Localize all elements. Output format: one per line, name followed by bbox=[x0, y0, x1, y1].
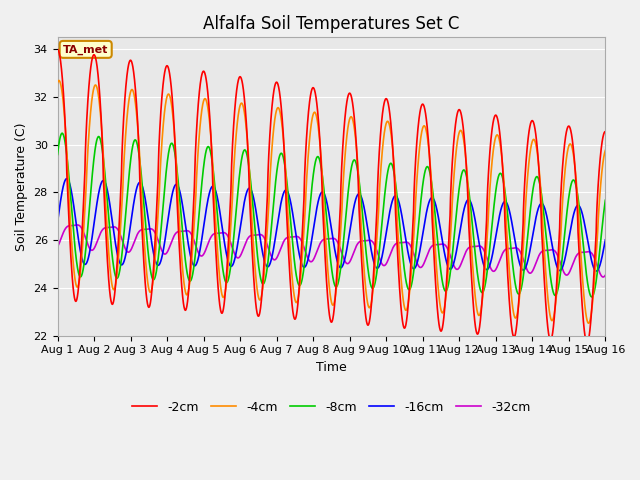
-32cm bbox=[207, 235, 214, 240]
-2cm bbox=[549, 325, 557, 331]
-4cm bbox=[55, 78, 63, 84]
-8cm bbox=[602, 197, 609, 203]
-8cm bbox=[395, 208, 403, 214]
-16cm bbox=[602, 238, 609, 244]
Y-axis label: Soil Temperature (C): Soil Temperature (C) bbox=[15, 122, 28, 251]
Line: -32cm: -32cm bbox=[58, 225, 605, 277]
-16cm bbox=[171, 182, 179, 188]
-2cm bbox=[602, 129, 609, 134]
-2cm bbox=[171, 138, 179, 144]
-32cm bbox=[171, 231, 179, 237]
-2cm bbox=[207, 126, 214, 132]
-8cm bbox=[171, 151, 179, 157]
-32cm bbox=[385, 255, 393, 261]
-8cm bbox=[54, 152, 61, 157]
-32cm bbox=[74, 222, 81, 228]
-8cm bbox=[550, 290, 557, 296]
-32cm bbox=[550, 247, 557, 253]
-8cm bbox=[207, 150, 214, 156]
Title: Alfalfa Soil Temperatures Set C: Alfalfa Soil Temperatures Set C bbox=[204, 15, 460, 33]
-16cm bbox=[207, 186, 214, 192]
-4cm bbox=[395, 239, 403, 244]
-2cm bbox=[385, 103, 392, 109]
-16cm bbox=[550, 249, 557, 255]
Line: -4cm: -4cm bbox=[58, 81, 605, 323]
-32cm bbox=[602, 273, 609, 278]
Line: -8cm: -8cm bbox=[58, 133, 605, 297]
Text: TA_met: TA_met bbox=[63, 44, 108, 55]
-2cm bbox=[54, 47, 61, 52]
-4cm bbox=[207, 131, 214, 137]
-8cm bbox=[58, 131, 66, 136]
-2cm bbox=[583, 340, 591, 346]
-2cm bbox=[601, 129, 609, 134]
-4cm bbox=[602, 148, 609, 154]
-32cm bbox=[395, 240, 403, 246]
-16cm bbox=[593, 268, 600, 274]
-8cm bbox=[385, 164, 393, 169]
-8cm bbox=[588, 294, 596, 300]
-4cm bbox=[171, 139, 179, 144]
-4cm bbox=[54, 80, 61, 85]
Line: -2cm: -2cm bbox=[58, 49, 605, 343]
-4cm bbox=[385, 120, 393, 126]
-16cm bbox=[63, 176, 70, 181]
X-axis label: Time: Time bbox=[316, 361, 347, 374]
-4cm bbox=[585, 320, 593, 326]
-16cm bbox=[602, 237, 609, 243]
-8cm bbox=[602, 198, 609, 204]
-32cm bbox=[602, 272, 609, 278]
-4cm bbox=[550, 315, 557, 321]
-16cm bbox=[395, 198, 403, 204]
Legend: -2cm, -4cm, -8cm, -16cm, -32cm: -2cm, -4cm, -8cm, -16cm, -32cm bbox=[127, 396, 536, 419]
-4cm bbox=[602, 147, 609, 153]
-2cm bbox=[394, 264, 402, 270]
Line: -16cm: -16cm bbox=[58, 179, 605, 271]
-16cm bbox=[54, 219, 61, 225]
-16cm bbox=[385, 214, 393, 219]
-32cm bbox=[599, 274, 607, 280]
-32cm bbox=[54, 244, 61, 250]
